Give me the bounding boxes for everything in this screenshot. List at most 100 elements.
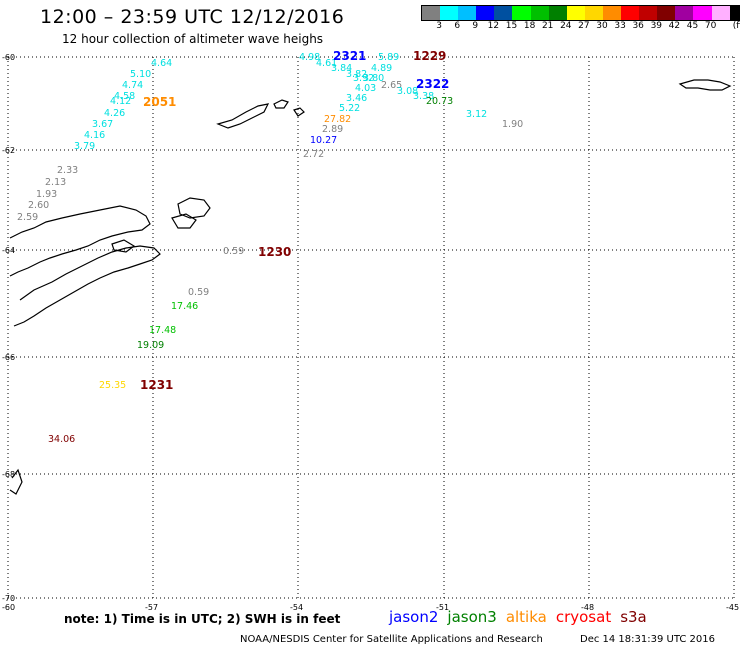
color-swatch [530, 6, 549, 20]
wave-height-value: 4.61 [316, 58, 337, 69]
color-scale-tick: 9 [472, 21, 479, 31]
color-swatch [548, 6, 567, 20]
longitude-label: -45 [726, 603, 739, 612]
pass-time-label: 2321 [333, 49, 366, 63]
satellite-name-jason3: jason3 [447, 608, 497, 626]
lat-lon-grid: -60-62-64-66-68-70-60 -57 -54 -51 -48 -45 [2, 53, 739, 612]
color-scale-tick: 39 [650, 21, 663, 31]
coastline [9, 79, 732, 495]
coastline-south-shetland-2 [273, 99, 289, 109]
coastline-peninsula-inner [13, 245, 161, 327]
color-scale-tick: 30 [596, 21, 608, 31]
color-swatch [675, 6, 694, 20]
color-swatch [602, 6, 622, 20]
color-swatch [458, 6, 477, 20]
wave-height-value: 4.12 [110, 96, 131, 107]
wave-height-value: 4.58 [114, 91, 135, 102]
color-scale-tick: 70 [704, 21, 717, 31]
color-scale-tick: 33 [614, 21, 626, 31]
wave-height-value: 3.38 [413, 91, 434, 102]
color-scale-tick: 21 [541, 21, 554, 31]
wave-height-value: 2.65 [381, 80, 402, 91]
color-scale-tick: 45 [686, 21, 699, 31]
wave-height-value: 5.89 [378, 52, 399, 63]
wave-height-value: 3.82 [346, 69, 367, 80]
wave-height-value: 19.09 [137, 340, 164, 351]
longitude-label: -51 [436, 603, 449, 612]
credit-line: NOAA/NESDIS Center for Satellite Applica… [240, 634, 543, 645]
wave-height-value: 4.98 [299, 52, 320, 63]
satellite-name-cryosat: cryosat [555, 608, 612, 626]
color-scale-tick: 36 [632, 21, 644, 31]
latitude-label: -64 [2, 246, 15, 255]
wave-height-value: 3.92 [353, 73, 374, 84]
color-scale-tick: 42 [668, 21, 681, 31]
color-scale-tick: 6 [454, 21, 461, 31]
color-swatch [566, 6, 585, 20]
coastline-west-edge [9, 468, 23, 495]
pass-time-label: 2322 [416, 77, 449, 91]
color-swatch [494, 6, 513, 20]
color-scale-tick: 15 [505, 21, 518, 31]
wave-height-value: 1.93 [36, 189, 57, 200]
wave-height-value: 4.16 [84, 130, 105, 141]
map-subtitle: 12 hour collection of altimeter wave hei… [62, 32, 324, 46]
satellite-name-jason2: jason2 [389, 608, 439, 626]
color-scale-tick: 24 [560, 21, 572, 31]
wave-height-value: 34.06 [48, 434, 75, 445]
pass-time-label: 1231 [140, 378, 173, 392]
wave-height-value: 20.73 [426, 96, 453, 107]
pass-time-label: 1230 [258, 245, 291, 259]
longitude-label: -57 [145, 603, 158, 612]
wave-height-value: 3.84 [331, 63, 352, 74]
color-swatch [440, 6, 459, 20]
color-swatch [584, 6, 603, 20]
latitude-label: -60 [2, 53, 15, 62]
color-swatch [621, 6, 640, 20]
wave-height-value: 3.67 [92, 119, 113, 130]
latitude-label: -62 [2, 146, 15, 155]
pass-time-label: 2051 [143, 95, 176, 109]
satellite-name-altika: altika [505, 608, 547, 626]
wave-height-value: 0.59 [223, 246, 244, 257]
wave-height-value: 2.89 [322, 124, 343, 135]
wave-height-value: 17.48 [149, 325, 176, 336]
color-scale-bar [421, 5, 740, 21]
wave-height-value: 3.08 [397, 86, 418, 97]
pass-time-labels: 2051 2321 1229 2322 1230 1231 [140, 49, 449, 392]
color-swatch [422, 6, 441, 20]
wave-height-value: 4.89 [371, 63, 392, 74]
pass-time-label: 1229 [413, 49, 446, 63]
color-scale-tick: 3 [436, 21, 442, 31]
wave-height-value: 17.46 [171, 301, 198, 312]
wave-height-value: 4.74 [122, 80, 143, 91]
longitude-label: -54 [290, 603, 303, 612]
longitude-label: -48 [581, 603, 594, 612]
latitude-label: -66 [2, 353, 15, 362]
wave-height-value: 2.59 [17, 212, 38, 223]
wave-height-value: 25.35 [99, 380, 126, 391]
longitude-label: -60 [2, 603, 15, 612]
color-scale-tick: 27 [578, 21, 590, 31]
color-swatch [639, 6, 658, 20]
color-swatch [729, 6, 740, 20]
wave-height-value: 2.13 [45, 177, 66, 188]
coastline-antarctic-peninsula-north [9, 205, 151, 277]
color-scale-tick: 18 [523, 21, 536, 31]
color-swatch [476, 6, 495, 20]
footer-note: note: 1) Time is in UTC; 2) SWH is in fe… [64, 612, 341, 626]
coastline-south-shetland-3 [293, 107, 305, 117]
wave-observations: 4.645.104.744.584.124.263.674.163.79 2.33… [17, 52, 523, 445]
wave-height-value: 3.79 [74, 141, 95, 152]
wave-height-value: 4.26 [104, 108, 125, 119]
wave-height-value: 4.64 [151, 58, 172, 69]
wave-height-value: 2.72 [303, 149, 324, 160]
latitude-label: -70 [2, 594, 15, 603]
color-swatch [693, 6, 712, 20]
wave-height-value: 3.80 [363, 73, 384, 84]
color-swatch [711, 6, 730, 20]
satellite-name-s3a: s3a [620, 608, 647, 626]
coastline-small-isle-2 [171, 213, 197, 229]
coastline-south-shetland [216, 103, 270, 129]
